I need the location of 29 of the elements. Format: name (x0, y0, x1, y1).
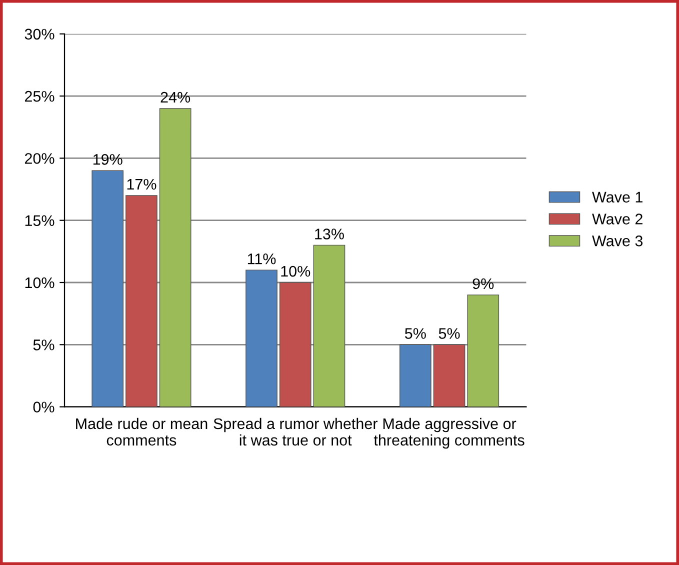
data-label: 9% (472, 278, 494, 290)
legend-label: Wave 1 (592, 192, 642, 203)
bar (433, 344, 466, 407)
bar (467, 294, 500, 407)
bar (126, 195, 158, 407)
data-label: 17% (127, 178, 156, 190)
y-tick-label: 0% (33, 402, 54, 412)
data-label: 13% (315, 228, 344, 240)
data-label: 5% (404, 328, 426, 339)
y-tick-label: 5% (33, 340, 54, 350)
bar (313, 244, 346, 407)
data-label: 5% (438, 328, 460, 339)
y-tick-label: 15% (25, 215, 54, 226)
y-tick-label: 25% (24, 90, 54, 102)
bar (399, 344, 432, 407)
y-tick-label: 20% (24, 153, 54, 164)
legend-label: Wave 2 (592, 214, 642, 224)
bar (246, 270, 278, 407)
data-label: 19% (93, 154, 122, 165)
legend-label: Wave 3 (592, 236, 643, 246)
x-tick-label: Made rude or mean comments (76, 418, 208, 446)
y-tick-label: 30% (24, 28, 54, 40)
bar (159, 108, 192, 407)
bar (279, 282, 312, 407)
data-label: 10% (281, 266, 310, 277)
data-label: 24% (160, 92, 190, 103)
y-tick-label: 10% (25, 277, 54, 288)
data-label: 11% (248, 254, 276, 264)
bar (92, 170, 124, 407)
